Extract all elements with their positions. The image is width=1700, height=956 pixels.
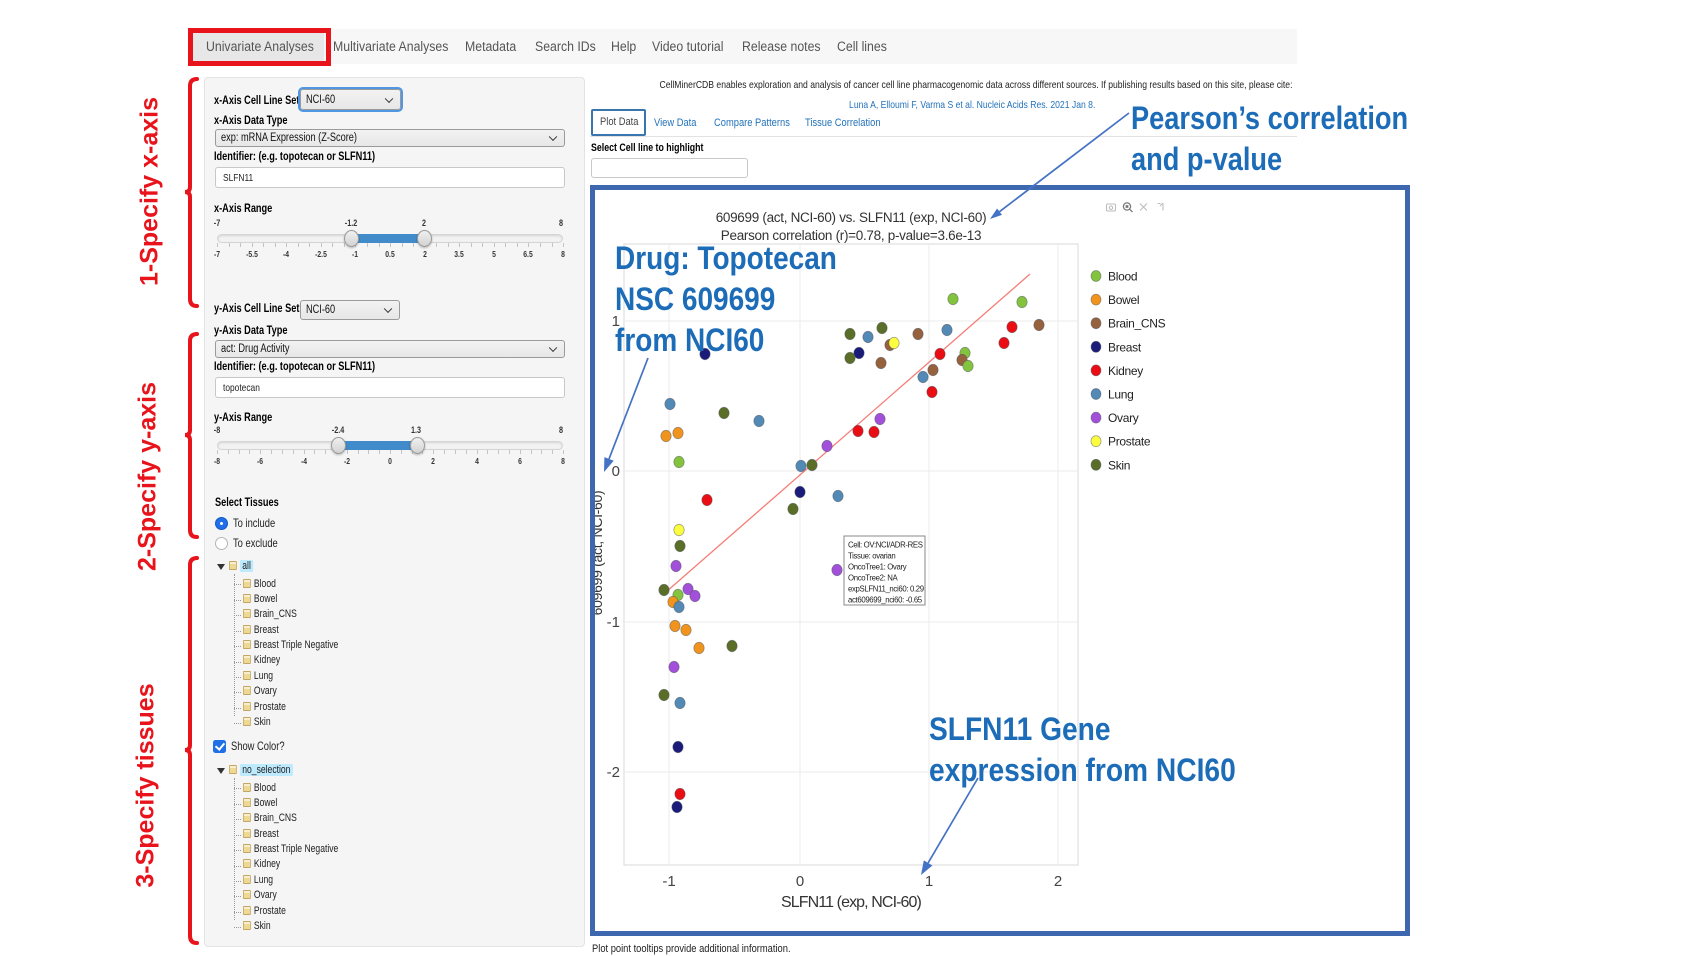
svg-text:OncoTree2: NA: OncoTree2: NA xyxy=(848,574,898,583)
svg-text:act609699_nci60: -0.65: act609699_nci60: -0.65 xyxy=(848,596,923,605)
svg-text:Breast: Breast xyxy=(1108,340,1142,354)
svg-text:Ovary: Ovary xyxy=(1108,411,1139,425)
svg-text:1: 1 xyxy=(925,873,933,890)
svg-text:1: 1 xyxy=(612,313,620,330)
svg-text:Pearson correlation (r)=0.78,: Pearson correlation (r)=0.78, p-value=3.… xyxy=(721,228,981,243)
svg-text:0: 0 xyxy=(796,873,804,890)
svg-text:Tissue: ovarian: Tissue: ovarian xyxy=(848,552,895,561)
svg-text:expSLFN11_nci60: 0.29: expSLFN11_nci60: 0.29 xyxy=(848,585,924,594)
svg-text:609699 (act, NCI-60) vs. SLFN1: 609699 (act, NCI-60) vs. SLFN11 (exp, NC… xyxy=(716,210,987,225)
svg-text:-2: -2 xyxy=(607,764,620,781)
svg-text:-1: -1 xyxy=(607,614,620,631)
svg-text:Prostate: Prostate xyxy=(1108,435,1151,449)
svg-text:Bowel: Bowel xyxy=(1108,293,1139,307)
svg-text:Skin: Skin xyxy=(1108,458,1130,472)
svg-text:Cell: OV:NCI/ADR-RES: Cell: OV:NCI/ADR-RES xyxy=(848,541,923,550)
svg-text:-1: -1 xyxy=(662,873,675,890)
svg-text:Brain_CNS: Brain_CNS xyxy=(1108,317,1166,331)
svg-text:SLFN11 (exp, NCI-60): SLFN11 (exp, NCI-60) xyxy=(781,894,922,911)
svg-text:609699 (act, NCI-60): 609699 (act, NCI-60) xyxy=(595,491,605,616)
svg-text:Lung: Lung xyxy=(1108,388,1134,402)
svg-text:OncoTree1: Ovary: OncoTree1: Ovary xyxy=(848,563,907,572)
svg-text:Blood: Blood xyxy=(1108,270,1137,284)
svg-text:Kidney: Kidney xyxy=(1108,364,1143,378)
svg-text:2: 2 xyxy=(1054,873,1062,890)
svg-text:0: 0 xyxy=(612,463,620,480)
